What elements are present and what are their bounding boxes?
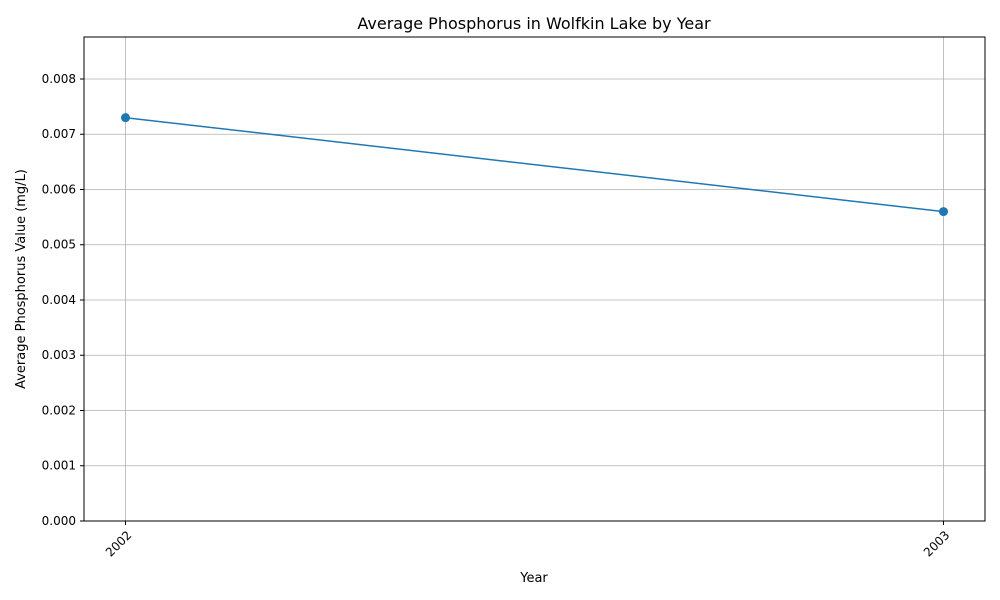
y-tick-label: 0.000 xyxy=(42,514,76,528)
y-axis-label: Average Phosphorus Value (mg/L) xyxy=(14,169,29,389)
grid-layer xyxy=(84,37,985,522)
data-point xyxy=(121,113,130,123)
series-layer xyxy=(121,113,948,217)
x-tick-label: 2002 xyxy=(103,528,134,559)
y-tick-label: 0.003 xyxy=(42,348,76,362)
data-point xyxy=(939,207,948,217)
y-tick-label: 0.004 xyxy=(42,293,76,307)
y-tick-label: 0.008 xyxy=(42,72,76,86)
y-tick-label: 0.007 xyxy=(42,127,76,141)
plot-frame xyxy=(83,36,986,522)
axis-layer: 0.000 0.001 0.002 0.003 0.004 0.005 0.006 0.007… xyxy=(42,36,986,560)
y-tick-label: 0.001 xyxy=(42,459,76,473)
x-axis-label: Year xyxy=(519,571,548,586)
y-tick-label: 0.002 xyxy=(42,403,76,417)
y-tick-label: 0.006 xyxy=(42,182,76,196)
series-line xyxy=(125,116,944,213)
chart-title: Average Phosphorus in Wolfkin Lake by Ye… xyxy=(357,14,711,33)
y-tick-label: 0.005 xyxy=(42,238,76,252)
x-tick-label: 2003 xyxy=(921,528,952,559)
